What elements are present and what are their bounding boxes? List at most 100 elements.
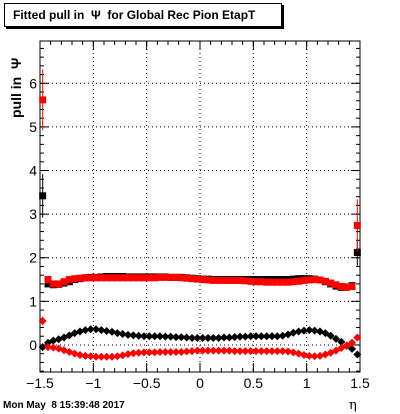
data-point-square	[87, 274, 95, 282]
data-point-diamond	[166, 332, 175, 341]
data-point-diamond	[236, 347, 244, 356]
data-point-diamond	[273, 347, 282, 356]
data-point-square	[113, 274, 121, 282]
x-tick-label: 0.5	[244, 375, 264, 391]
data-point-square	[145, 274, 153, 282]
data-point-diamond	[113, 329, 122, 338]
data-point-diamond	[348, 344, 356, 353]
data-point-diamond	[150, 348, 159, 357]
data-point-square	[225, 276, 233, 284]
data-point-diamond	[76, 350, 84, 359]
data-point-square	[39, 192, 47, 200]
x-tick-label: −1.5	[26, 375, 54, 391]
data-point-diamond	[113, 352, 122, 361]
y-tick-label: 2	[29, 250, 37, 266]
data-point-diamond	[161, 332, 170, 341]
data-point-diamond	[294, 349, 303, 358]
data-point-diamond	[188, 333, 196, 342]
data-point-square	[231, 276, 239, 284]
data-point-square	[279, 278, 287, 286]
y-tick-label: 4	[29, 163, 37, 179]
data-point-diamond	[124, 350, 132, 359]
data-point-square	[305, 276, 313, 284]
data-point-diamond	[337, 337, 346, 346]
data-point-square	[81, 274, 89, 282]
data-point-diamond	[230, 333, 239, 342]
data-point-square	[332, 281, 340, 289]
data-point-diamond	[268, 332, 276, 341]
data-point-square	[140, 274, 148, 282]
data-point-diamond	[310, 326, 319, 335]
data-point-square	[220, 276, 228, 284]
y-tick-label: 6	[29, 75, 37, 91]
data-point-diamond	[204, 346, 212, 355]
data-point-square	[343, 283, 351, 291]
data-point-diamond	[294, 327, 303, 336]
data-point-diamond	[108, 352, 116, 361]
data-point-square	[193, 275, 201, 283]
data-point-diamond	[193, 346, 202, 355]
axes: −1.5 −1 −0.5 0 0.5 1 1.5 0 1 2 3 4 5 6	[26, 41, 370, 391]
data-point-diamond	[262, 347, 271, 356]
data-point-diamond	[92, 352, 100, 361]
data-point-diamond	[134, 331, 143, 340]
data-point-diamond	[140, 332, 148, 341]
data-point-diamond	[172, 333, 180, 342]
data-point-square	[188, 275, 196, 283]
data-point-square	[49, 280, 57, 288]
data-point-square	[92, 274, 100, 282]
y-tick-label: 0	[29, 337, 37, 353]
data-point-square	[289, 278, 297, 286]
data-point-square	[353, 221, 361, 229]
data-point-diamond	[332, 334, 340, 343]
y-tick-label: 5	[29, 119, 37, 135]
data-point-diamond	[102, 327, 111, 336]
data-point-square	[55, 280, 63, 288]
data-point-diamond	[326, 331, 335, 340]
data-point-square	[65, 276, 73, 284]
data-point-diamond	[316, 351, 324, 360]
data-point-diamond	[177, 333, 186, 342]
data-point-square	[263, 278, 271, 286]
data-point-diamond	[97, 326, 106, 335]
data-point-square	[316, 276, 324, 284]
data-point-diamond	[300, 326, 308, 335]
data-point-diamond	[118, 330, 127, 339]
data-point-diamond	[284, 347, 292, 356]
data-point-diamond	[97, 352, 106, 361]
data-point-diamond	[310, 352, 319, 361]
data-point-square	[348, 283, 356, 291]
grid	[40, 41, 360, 372]
data-point-square	[209, 276, 217, 284]
data-point-square	[44, 280, 52, 288]
data-point-square	[119, 274, 127, 282]
data-point-diamond	[262, 332, 271, 341]
x-tick-label: 1	[303, 375, 311, 391]
data-point-diamond	[246, 347, 255, 356]
data-point-diamond	[140, 348, 148, 357]
data-point-diamond	[214, 346, 223, 355]
data-point-diamond	[236, 332, 244, 341]
data-point-square	[252, 278, 260, 286]
data-point-diamond	[38, 343, 47, 352]
data-point-square	[300, 276, 308, 284]
data-point-diamond	[188, 347, 196, 356]
data-point-square	[241, 277, 249, 285]
data-point-square	[124, 274, 132, 282]
x-tick-label: −1	[85, 375, 101, 391]
data-point-diamond	[102, 352, 111, 361]
x-axis-label: η	[349, 398, 357, 413]
data-point-square	[129, 274, 137, 282]
data-point-diamond	[86, 352, 95, 361]
data-point-square	[156, 273, 164, 281]
data-point-square	[337, 283, 345, 291]
data-point-diamond	[273, 332, 282, 341]
y-tick-label: 1	[29, 293, 37, 309]
data-point-square	[167, 273, 175, 281]
data-point-diamond	[353, 333, 362, 342]
data-point-square	[311, 276, 319, 284]
data-point-square	[103, 274, 111, 282]
data-point-square	[273, 278, 281, 286]
data-point-diamond	[230, 347, 239, 356]
